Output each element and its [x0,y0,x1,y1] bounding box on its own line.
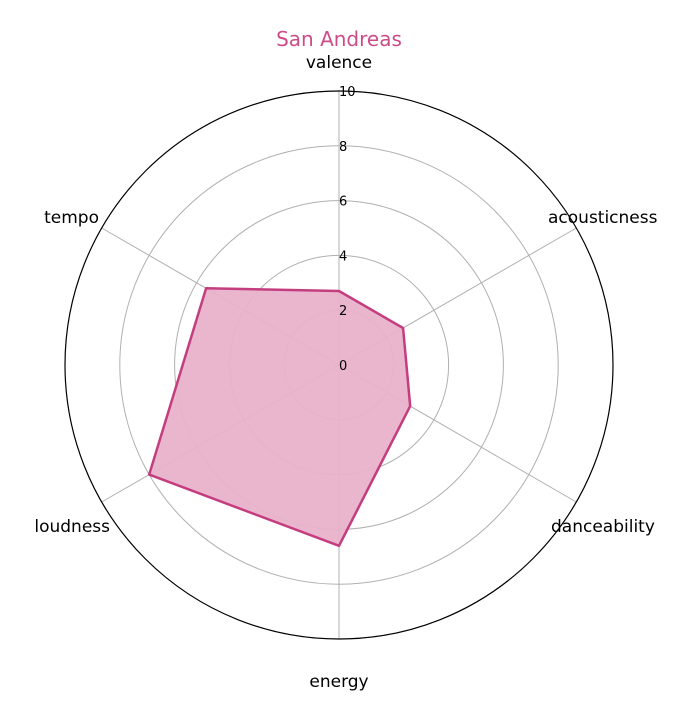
axis-label-acousticness: acousticness [548,208,658,228]
tick-label: 4 [339,249,347,264]
axis-label-tempo: tempo [44,208,99,228]
series-line [147,287,412,548]
series-area [149,288,411,546]
axis-label-danceability: danceability [551,517,655,537]
chart-title: San Andreas [276,27,402,51]
tick-label: 8 [339,140,347,155]
axis-label-energy: energy [309,672,368,692]
outer-circle [64,90,614,640]
radial-tick-labels: 0 2 4 6 8 10 [339,85,356,374]
tick-label: 0 [339,359,347,374]
tick-label: 10 [339,85,356,100]
tick-label: 2 [339,304,347,319]
data-series [147,287,412,548]
axis-labels: valence acousticness danceability energy lou… [34,53,657,692]
axis-label-valence: valence [306,53,372,73]
tick-label: 6 [339,195,347,210]
axis-label-loudness: loudness [34,517,110,537]
